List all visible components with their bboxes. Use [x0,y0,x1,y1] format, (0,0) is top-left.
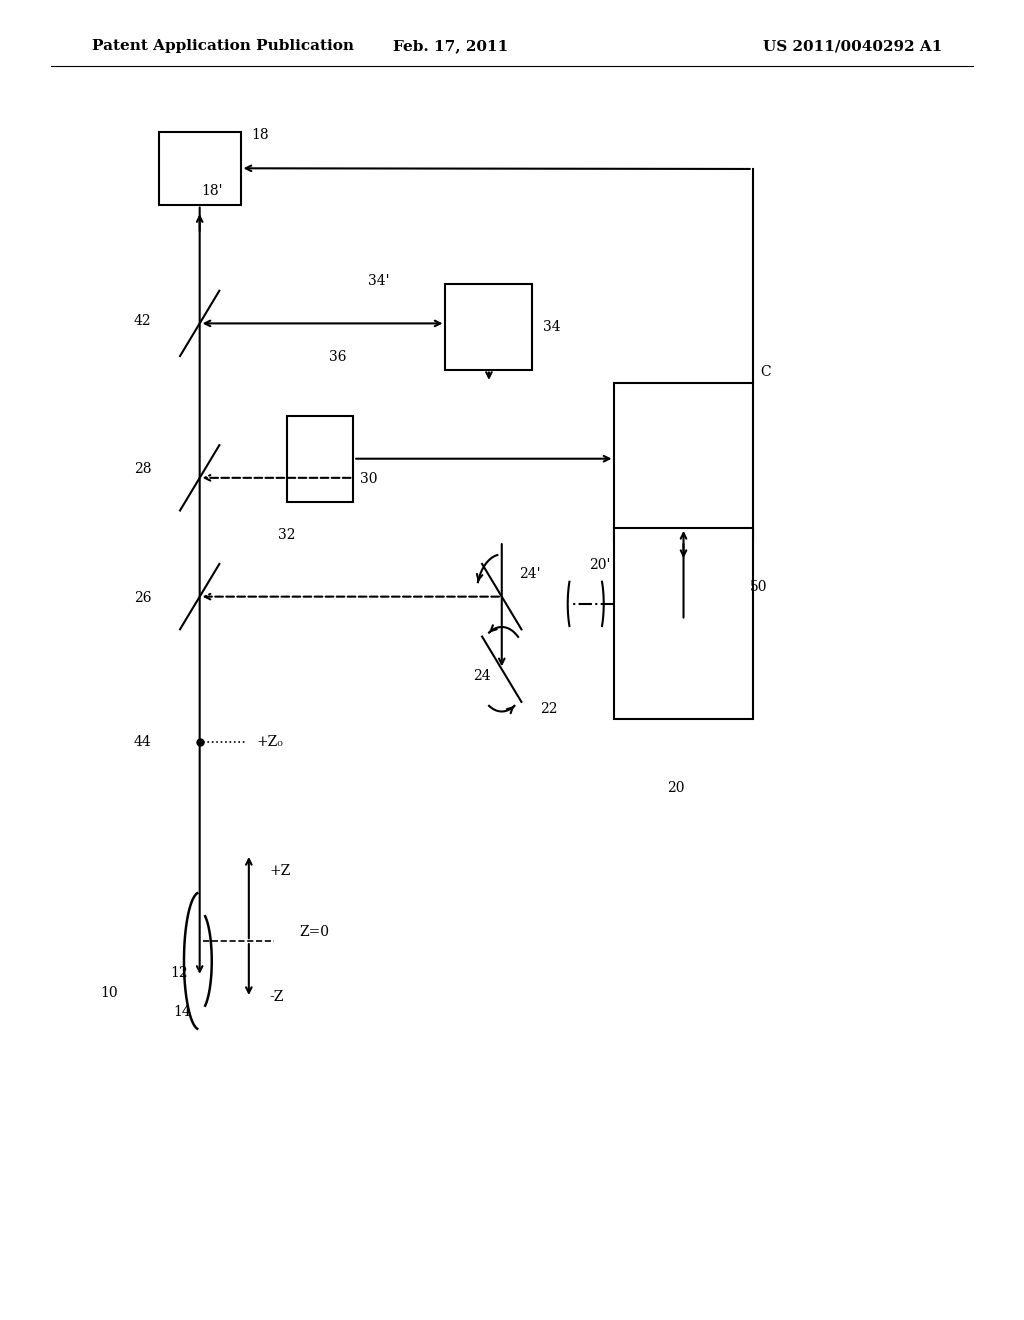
Text: 18: 18 [251,128,268,141]
Bar [445,284,532,370]
Text: 50: 50 [750,581,767,594]
Text: 28: 28 [134,462,152,475]
Text: 24': 24' [519,568,541,581]
Bar [159,132,241,205]
Text: 34: 34 [543,321,560,334]
Text: US 2011/0040292 A1: US 2011/0040292 A1 [763,40,942,53]
Bar [614,528,753,719]
Text: C: C [760,366,770,379]
Text: Z=0: Z=0 [299,925,329,939]
Bar [287,416,353,502]
Text: 26: 26 [134,591,152,605]
Text: 30: 30 [360,473,378,486]
Bar [614,383,753,541]
Text: 42: 42 [134,314,152,327]
Text: 12: 12 [170,966,188,979]
Text: Feb. 17, 2011: Feb. 17, 2011 [393,40,508,53]
Text: 20: 20 [667,781,685,796]
Text: 34': 34' [369,273,389,288]
Text: Patent Application Publication: Patent Application Publication [92,40,354,53]
Text: 44: 44 [134,735,152,748]
Text: 32: 32 [278,528,296,543]
Text: 20': 20' [589,558,610,572]
Text: 18': 18' [202,185,223,198]
Bar [686,561,742,620]
Text: 14: 14 [173,1006,191,1019]
Text: 24: 24 [473,669,490,682]
Text: +Z₀: +Z₀ [256,735,283,748]
Text: 22: 22 [540,702,557,715]
Text: +Z: +Z [269,865,291,878]
Text: 10: 10 [100,986,118,999]
Text: 36: 36 [329,350,347,364]
Text: -Z: -Z [269,990,284,1003]
